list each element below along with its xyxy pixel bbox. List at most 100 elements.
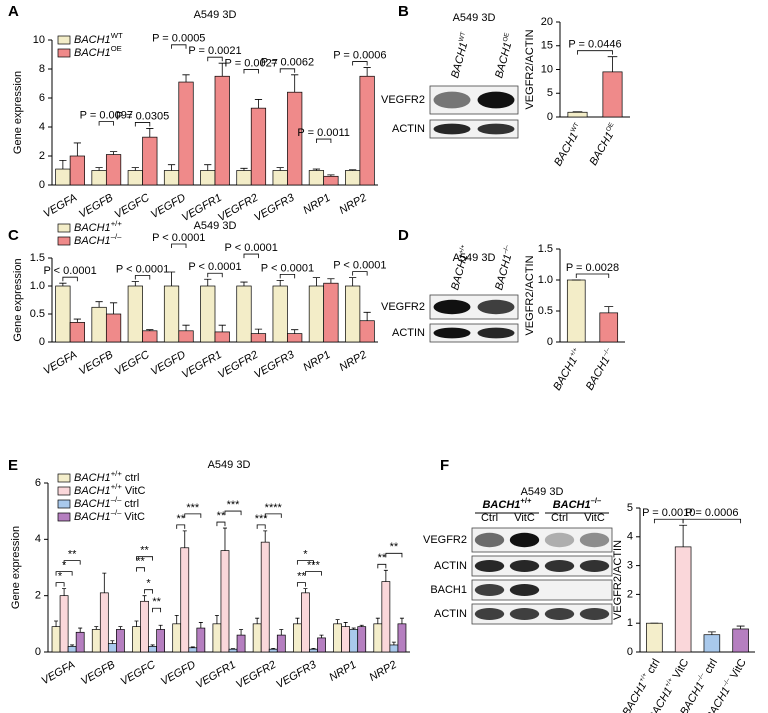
x-tick-label-part: BACH1 bbox=[551, 355, 580, 393]
x-tick-label: VEGFC bbox=[113, 349, 152, 378]
blot-band bbox=[474, 584, 505, 596]
significance-label: P < 0.0001 bbox=[116, 263, 169, 275]
bar bbox=[67, 646, 77, 653]
error-bar bbox=[73, 142, 81, 156]
error-bar bbox=[131, 281, 139, 286]
significance-label: *** bbox=[307, 560, 321, 572]
lane-label-part: WT bbox=[458, 31, 467, 42]
blot-band bbox=[474, 532, 505, 548]
x-tick-label-part: –/– bbox=[722, 677, 733, 689]
bar bbox=[178, 81, 194, 186]
y-tick-label: 0 bbox=[547, 336, 553, 348]
legend-swatch bbox=[57, 48, 71, 58]
blot-band bbox=[579, 532, 610, 548]
bar bbox=[381, 581, 391, 653]
row-label: ACTIN bbox=[392, 123, 425, 135]
y-tick-label: 6 bbox=[39, 92, 45, 104]
blot-band bbox=[474, 560, 505, 572]
lane-label: BACH1WT bbox=[448, 31, 472, 79]
blot-frame bbox=[471, 603, 613, 625]
row-label: ACTIN bbox=[392, 327, 425, 339]
significance-label: ** bbox=[136, 556, 145, 568]
bar bbox=[105, 154, 122, 186]
x-tick-label: NRP2 bbox=[367, 659, 398, 684]
bar bbox=[163, 285, 180, 343]
x-tick-label-part: –/– bbox=[601, 346, 612, 358]
bar bbox=[252, 623, 262, 653]
bar bbox=[359, 75, 375, 186]
lane-label-part: –/– bbox=[502, 244, 511, 255]
bar bbox=[51, 626, 61, 653]
y-tick-label: 0 bbox=[547, 111, 553, 123]
bar bbox=[75, 631, 85, 653]
bar bbox=[236, 285, 252, 343]
legend-label-part: VitC bbox=[124, 511, 145, 523]
x-tick-label: BACH1+/+ bbox=[550, 346, 584, 392]
bar bbox=[272, 170, 288, 186]
panel-label: E bbox=[8, 457, 18, 474]
bar bbox=[646, 622, 663, 653]
blot-band bbox=[477, 299, 515, 315]
bar bbox=[156, 629, 165, 653]
x-tick-label: BACH1OE bbox=[587, 122, 621, 168]
bar bbox=[105, 313, 122, 343]
panel-label: C bbox=[8, 227, 19, 244]
legend-label-part: ctrl bbox=[124, 498, 139, 510]
bar bbox=[148, 646, 157, 653]
bar bbox=[309, 648, 318, 653]
x-tick-label-part: +/+ bbox=[638, 672, 649, 684]
bar bbox=[250, 333, 267, 343]
blot-band bbox=[477, 91, 515, 109]
bar bbox=[55, 285, 71, 343]
error-bar bbox=[311, 647, 316, 650]
legend-label-part: BACH1 bbox=[74, 511, 111, 523]
error-bar bbox=[204, 164, 212, 171]
blot-band bbox=[509, 560, 540, 572]
error-bar bbox=[279, 629, 284, 636]
x-tick-label: NRP2 bbox=[337, 349, 368, 374]
significance-label: ** bbox=[152, 596, 161, 608]
significance-label: P = 0.0006 bbox=[333, 49, 386, 61]
significance-bracket bbox=[62, 276, 78, 282]
error-bar bbox=[218, 324, 226, 332]
bar bbox=[172, 623, 182, 653]
error-bar bbox=[707, 631, 716, 635]
legend-label: BACH1–/– bbox=[74, 232, 122, 247]
error-bar bbox=[73, 318, 81, 323]
x-tick-label-part: BACH1 bbox=[584, 355, 613, 393]
x-tick-label-part: BACH1 bbox=[587, 130, 616, 168]
blot-band bbox=[474, 608, 505, 620]
error-bar bbox=[254, 99, 263, 109]
significance-bracket bbox=[136, 556, 153, 561]
x-tick-label: VEGFB bbox=[79, 659, 117, 688]
x-tick-label: VEGFB bbox=[77, 349, 115, 378]
error-bar bbox=[59, 159, 67, 170]
significance-label: P = 0.0062 bbox=[261, 57, 314, 69]
x-tick-label-part: +/+ bbox=[664, 677, 675, 689]
significance-bracket bbox=[184, 513, 202, 518]
significance-bracket bbox=[136, 567, 145, 572]
error-bar bbox=[679, 524, 688, 547]
significance-bracket bbox=[377, 563, 387, 569]
error-bar bbox=[59, 282, 67, 286]
bar bbox=[602, 71, 623, 118]
significance-label: P < 0.0001 bbox=[188, 261, 241, 273]
bar bbox=[301, 592, 310, 653]
significance-bracket bbox=[207, 272, 223, 278]
error-bar bbox=[218, 62, 226, 77]
legend-label-part: BACH1 bbox=[74, 34, 111, 46]
error-bar bbox=[255, 617, 260, 624]
x-tick-label: VEGFC bbox=[119, 659, 158, 688]
bar bbox=[91, 170, 107, 186]
legend-swatch bbox=[57, 35, 71, 45]
x-tick-label-part: VitC bbox=[728, 657, 749, 681]
y-tick-label: 0.5 bbox=[30, 308, 45, 320]
error-bar bbox=[399, 617, 404, 624]
significance-bracket bbox=[279, 68, 296, 73]
x-tick-label-part: OE bbox=[605, 122, 616, 133]
legend-label-part: +/+ bbox=[111, 469, 123, 478]
significance-label: P = 0.0305 bbox=[116, 110, 169, 122]
panel-label: F bbox=[440, 457, 449, 474]
error-bar bbox=[327, 278, 335, 284]
significance-label: P < 0.0001 bbox=[225, 242, 278, 254]
